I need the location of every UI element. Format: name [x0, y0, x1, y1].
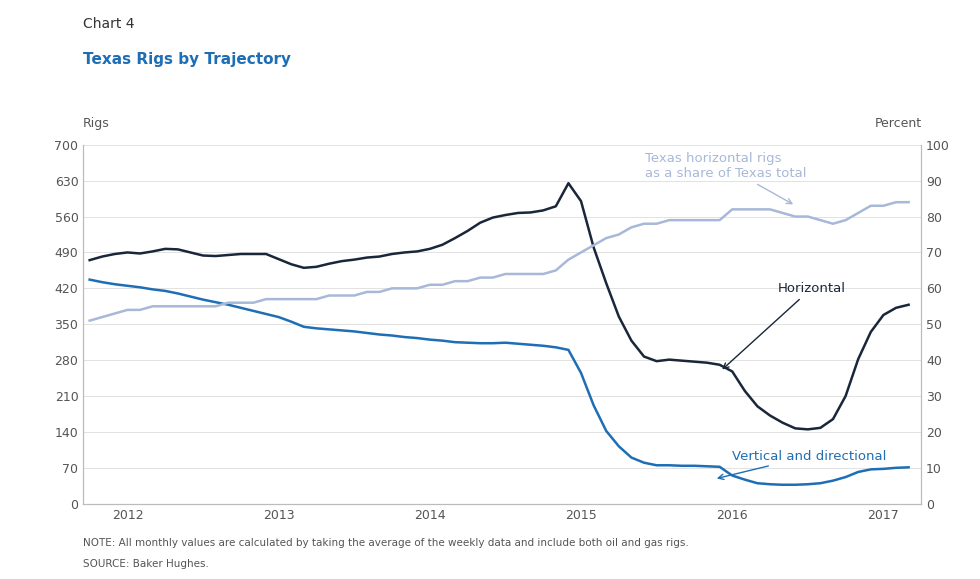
Text: Texas Rigs by Trajectory: Texas Rigs by Trajectory — [83, 52, 291, 67]
Text: Percent: Percent — [875, 118, 922, 130]
Text: Chart 4: Chart 4 — [83, 17, 135, 31]
Text: Rigs: Rigs — [82, 118, 109, 130]
Text: SOURCE: Baker Hughes.: SOURCE: Baker Hughes. — [83, 559, 209, 569]
Text: Vertical and directional: Vertical and directional — [718, 449, 887, 479]
Text: Horizontal: Horizontal — [723, 282, 846, 368]
Text: NOTE: All monthly values are calculated by taking the average of the weekly data: NOTE: All monthly values are calculated … — [83, 538, 689, 548]
Text: Texas horizontal rigs
as a share of Texas total: Texas horizontal rigs as a share of Texa… — [645, 152, 806, 204]
